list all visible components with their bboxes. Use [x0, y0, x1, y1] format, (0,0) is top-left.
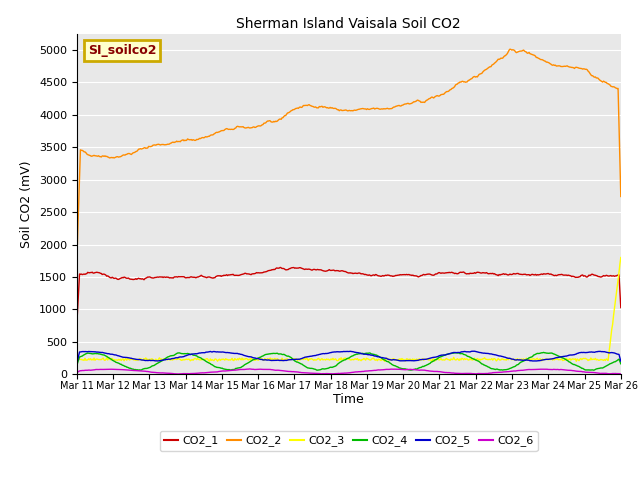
Legend: CO2_1, CO2_2, CO2_3, CO2_4, CO2_5, CO2_6: CO2_1, CO2_2, CO2_3, CO2_4, CO2_5, CO2_6 [160, 431, 538, 451]
X-axis label: Time: Time [333, 394, 364, 407]
Text: SI_soilco2: SI_soilco2 [88, 44, 156, 57]
Y-axis label: Soil CO2 (mV): Soil CO2 (mV) [20, 160, 33, 248]
Title: Sherman Island Vaisala Soil CO2: Sherman Island Vaisala Soil CO2 [237, 17, 461, 31]
